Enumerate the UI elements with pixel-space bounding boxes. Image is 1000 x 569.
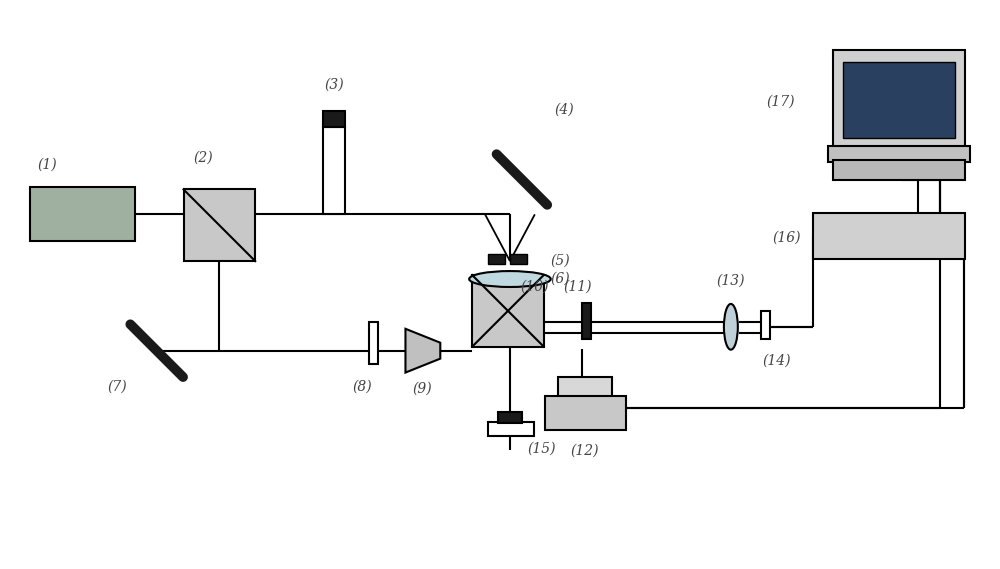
Bar [488,254,505,264]
Bar [323,111,345,127]
Bar [813,213,965,259]
Bar [184,189,255,261]
Bar [498,413,522,423]
Bar [558,377,612,398]
Text: (9): (9) [413,381,432,395]
Bar [833,160,965,179]
Text: (3): (3) [324,78,344,92]
Text: (8): (8) [353,380,372,394]
Bar [323,127,345,215]
Bar [472,275,544,347]
Text: (17): (17) [766,95,795,109]
Bar [582,303,591,339]
Text: (15): (15) [528,441,556,455]
Bar [30,187,135,241]
Text: (11): (11) [563,280,592,294]
Text: (16): (16) [772,230,801,244]
Ellipse shape [469,271,551,287]
Bar [843,62,955,138]
Text: (1): (1) [37,158,57,172]
Text: (6): (6) [550,272,570,286]
Text: (10): (10) [521,280,549,294]
Polygon shape [405,329,440,373]
Bar [510,254,527,264]
Bar [761,311,770,339]
Text: (5): (5) [550,254,570,268]
Bar [833,50,965,148]
Ellipse shape [724,304,738,350]
Bar [545,397,626,430]
Bar [369,322,378,364]
Text: (12): (12) [570,443,599,457]
Text: (14): (14) [762,353,791,368]
Text: (7): (7) [107,380,127,394]
Text: (2): (2) [194,151,213,164]
Text: (4): (4) [555,103,574,117]
Bar [488,422,534,436]
Text: (13): (13) [717,274,745,288]
Bar [828,146,970,162]
